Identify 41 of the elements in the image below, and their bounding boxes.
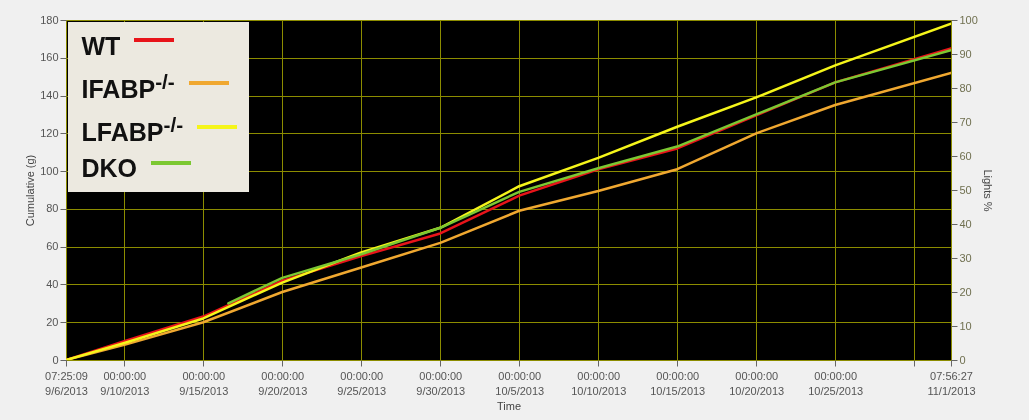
y-axis-title: Cumulative (g) — [24, 154, 37, 227]
y-tick-label: 160 — [40, 51, 59, 64]
y-tick-label: 40 — [46, 277, 59, 290]
y2-tick-label: 80 — [959, 81, 972, 94]
y2-tick-label: 50 — [959, 183, 972, 196]
y2-tick-label: 30 — [959, 251, 972, 264]
y2-tick-label: 0 — [959, 353, 966, 366]
y-tick-label: 60 — [46, 240, 59, 253]
x-tick-label: 00:00:00 10/25/2013 — [808, 369, 864, 397]
x-tick-label: 00:00:00 10/5/2013 — [495, 369, 545, 397]
y-tick-label: 180 — [40, 13, 59, 26]
x-tick-label: 00:00:00 9/15/2013 — [179, 369, 229, 397]
y2-tick-label: 100 — [959, 13, 978, 26]
x-tick-label: 00:00:00 9/30/2013 — [416, 369, 466, 397]
x-tick-label: 00:00:00 10/20/2013 — [729, 369, 785, 397]
x-tick-label: 07:25:09 9/6/2013 — [45, 369, 88, 397]
y-tick-label: 100 — [40, 164, 59, 177]
y-tick-label: 80 — [46, 202, 59, 215]
x-tick-label: 00:00:00 10/10/2013 — [571, 369, 627, 397]
x-tick-label: 00:00:00 9/10/2013 — [100, 369, 150, 397]
x-tick-label: 07:56:27 11/1/2013 — [927, 369, 976, 397]
y2-tick-label: 20 — [959, 285, 972, 298]
x-tick-label: 00:00:00 9/20/2013 — [258, 369, 308, 397]
y-tick-label: 0 — [52, 353, 59, 366]
y-tick-label: 140 — [40, 89, 59, 102]
x-tick-label: 00:00:00 9/25/2013 — [337, 369, 387, 397]
y2-tick-label: 70 — [959, 115, 972, 128]
legend-label: IFABP$^{-/-}$ — [81, 69, 175, 103]
x-tick-label: 00:00:00 10/15/2013 — [650, 369, 706, 397]
line-series — [227, 48, 951, 305]
y2-tick-label: 10 — [959, 319, 972, 332]
legend-label: LFABP$^{-/-}$ — [81, 112, 184, 147]
y2-tick-label: 40 — [959, 217, 972, 230]
y-tick-label: 20 — [46, 315, 59, 328]
y-tick-label: 120 — [40, 126, 59, 139]
y2-tick-label: 90 — [959, 47, 972, 60]
x-axis-title: Time — [496, 399, 522, 412]
y2-tick-label: 60 — [959, 149, 972, 162]
legend-label: WT — [81, 31, 121, 60]
y2-axis-title: Lights % — [981, 169, 994, 212]
legend-label: DKO — [81, 154, 138, 183]
